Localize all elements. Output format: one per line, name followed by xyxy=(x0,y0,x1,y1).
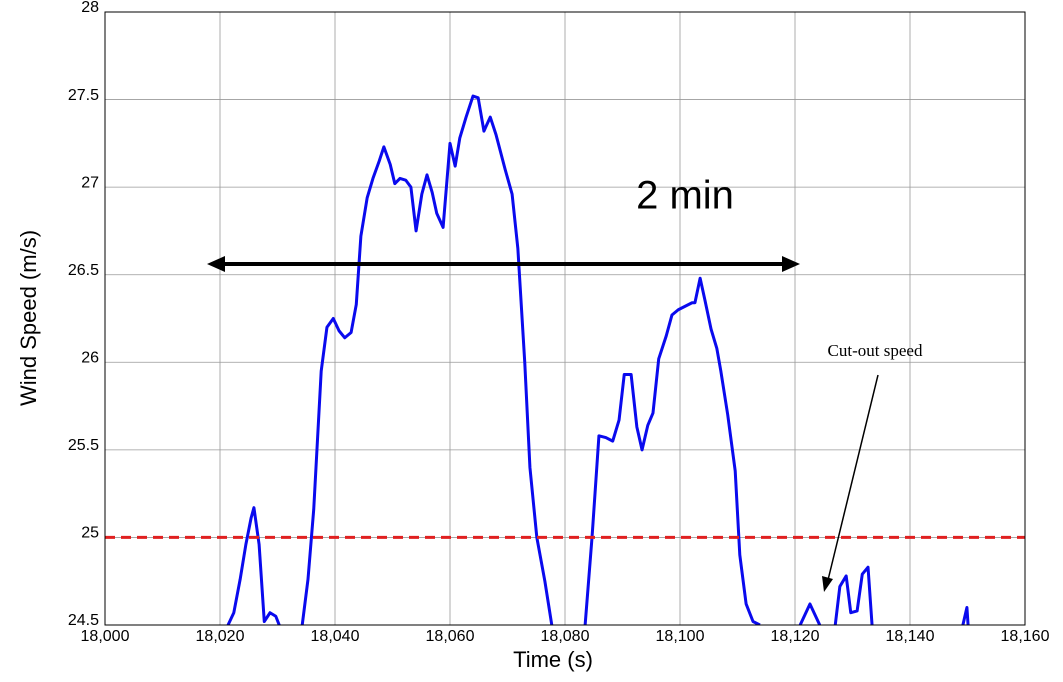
x-tick-label: 18,000 xyxy=(81,628,130,645)
x-tick-label: 18,160 xyxy=(1001,628,1050,645)
x-tick-label: 18,020 xyxy=(196,628,245,645)
y-tick-label: 27 xyxy=(81,174,99,191)
span-annotation: 2 min xyxy=(636,174,734,218)
y-tick-label: 24.5 xyxy=(68,612,99,629)
plot-frame xyxy=(104,11,1026,626)
x-axis-label: Time (s) xyxy=(513,647,593,672)
y-tick-label: 25.5 xyxy=(68,437,99,454)
x-tick-label: 18,060 xyxy=(426,628,475,645)
reference-arrow xyxy=(822,374,879,592)
reference-label: Cut-out speed xyxy=(828,341,923,360)
data-line xyxy=(226,94,970,625)
x-tick-label: 18,120 xyxy=(771,628,820,645)
y-tick-label: 27.5 xyxy=(68,87,99,104)
y-tick-label: 26 xyxy=(81,350,99,367)
y-axis-label: Wind Speed (m/s) xyxy=(16,230,41,406)
x-tick-label: 18,080 xyxy=(541,628,590,645)
x-tick-label: 18,100 xyxy=(656,628,705,645)
span-arrow xyxy=(207,256,800,272)
x-tick-label: 18,140 xyxy=(886,628,935,645)
x-tick-label: 18,040 xyxy=(311,628,360,645)
y-tick-label: 25 xyxy=(81,525,99,542)
y-tick-label: 28 xyxy=(81,0,99,16)
y-tick-label: 26.5 xyxy=(68,262,99,279)
